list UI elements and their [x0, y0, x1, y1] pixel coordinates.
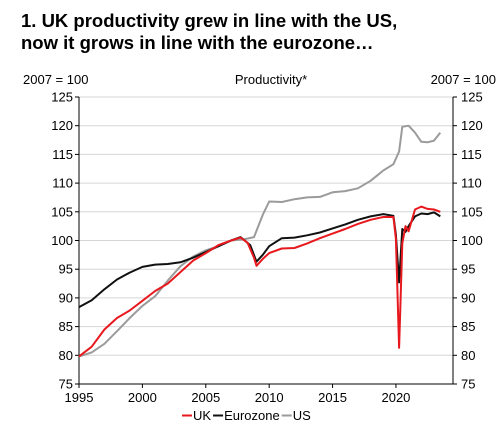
axis-ticks: 75 75 80 80 85 85 90 90 95 95 100 100 105 105 110 110 11… — [51, 90, 482, 406]
y-tick-label-left-120: 120 — [51, 118, 73, 133]
y-tick-label-right-115: 115 — [461, 147, 482, 162]
y-tick-label-left-75: 75 — [59, 377, 73, 392]
legend: UK Eurozone US — [182, 408, 311, 423]
series-line-uk — [78, 205, 441, 358]
chart-title: 1. UK productivity grew in line with the… — [21, 10, 501, 54]
x-tick-label-2005: 2005 — [191, 390, 220, 405]
y-tick-label-right-90: 90 — [461, 290, 475, 305]
left-axis-label: 2007 = 100 — [23, 72, 88, 87]
x-tick-label-2015: 2015 — [318, 390, 347, 405]
y-tick-label-left-105: 105 — [51, 204, 73, 219]
y-tick-label-right-125: 125 — [461, 90, 483, 105]
y-tick-label-right-120: 120 — [461, 118, 483, 133]
y-tick-label-right-105: 105 — [461, 204, 483, 219]
chart-title-line-2: now it grows in line with the eurozone… — [21, 32, 374, 53]
x-tick-label-2010: 2010 — [255, 390, 284, 405]
x-tick-label-2020: 2020 — [381, 390, 410, 405]
y-tick-label-right-85: 85 — [461, 319, 475, 334]
gridlines — [79, 96, 453, 356]
legend-label-uk: UK — [193, 408, 211, 423]
x-tick-label-2000: 2000 — [128, 390, 157, 405]
y-tick-label-left-125: 125 — [51, 90, 73, 105]
y-tick-label-left-115: 115 — [52, 147, 73, 162]
chart-subtitle: Productivity* — [235, 72, 307, 87]
legend-label-eurozone: Eurozone — [224, 408, 280, 423]
y-tick-label-right-100: 100 — [461, 233, 483, 248]
y-tick-label-left-95: 95 — [59, 262, 73, 277]
y-tick-label-left-85: 85 — [59, 319, 73, 334]
chart-title-line-1: 1. UK productivity grew in line with the… — [21, 10, 398, 31]
y-tick-label-right-110: 110 — [461, 176, 482, 191]
right-axis-label: 2007 = 100 — [431, 72, 496, 87]
y-tick-label-right-95: 95 — [461, 262, 475, 277]
y-tick-label-left-110: 110 — [52, 176, 73, 191]
y-tick-label-right-75: 75 — [461, 377, 475, 392]
y-tick-label-right-80: 80 — [461, 348, 475, 363]
legend-label-us: US — [293, 408, 311, 423]
series-line-us — [78, 124, 442, 358]
y-tick-label-left-100: 100 — [51, 233, 73, 248]
y-tick-label-left-80: 80 — [59, 348, 73, 363]
series-line-eurozone — [78, 211, 441, 308]
x-tick-label-1995: 1995 — [65, 390, 94, 405]
y-tick-label-left-90: 90 — [59, 290, 73, 305]
series-lines — [78, 124, 442, 358]
